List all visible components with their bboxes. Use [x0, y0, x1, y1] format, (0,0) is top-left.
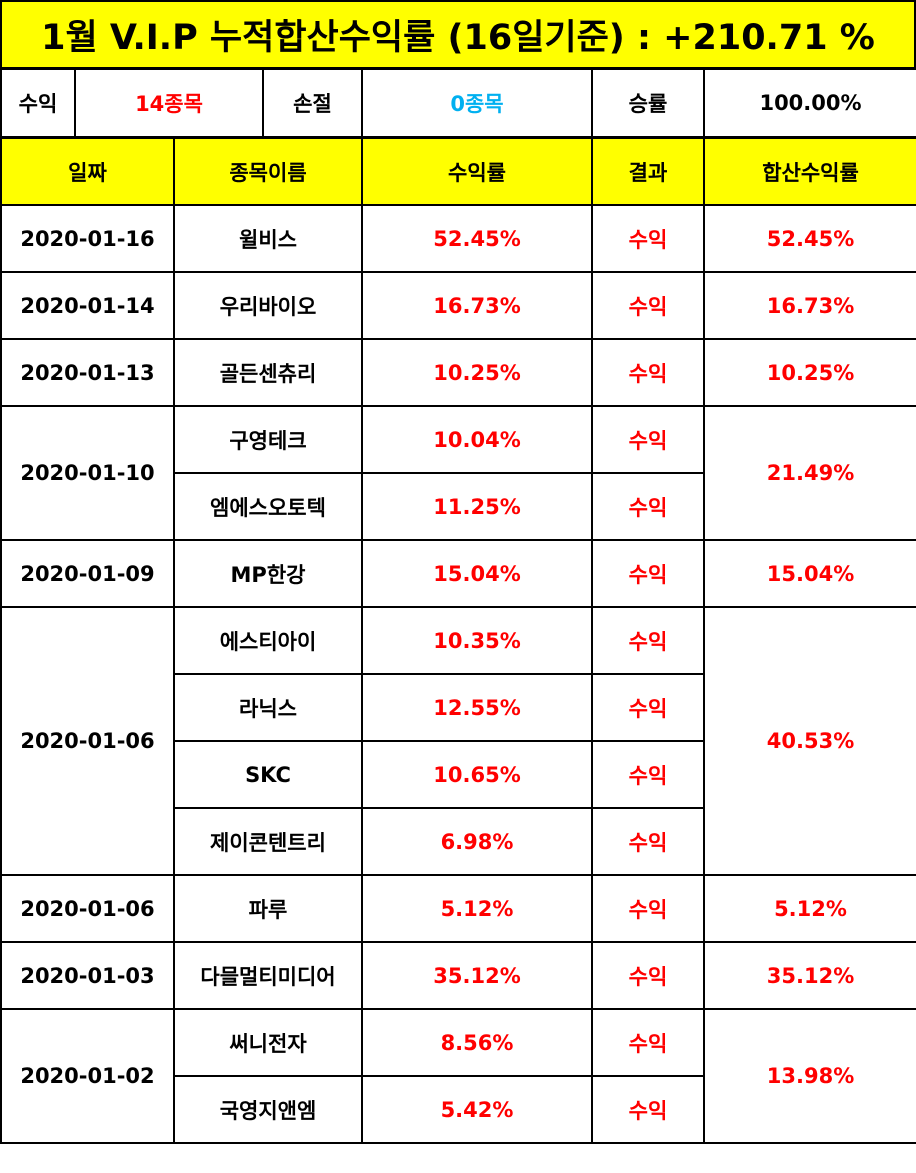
return-rate-cell: 5.42%	[361, 1075, 593, 1144]
combined-return-cell: 5.12%	[703, 874, 916, 943]
stock-name-cell: 골든센츄리	[173, 338, 363, 407]
win-rate-value: 100.00%	[703, 68, 916, 138]
stock-name-cell: 에스티아이	[173, 606, 363, 675]
stock-name-cell: 엠에스오토텍	[173, 472, 363, 541]
return-rate-cell: 6.98%	[361, 807, 593, 876]
table-row: 2020-01-06 파루 5.12% 수익 5.12%	[0, 874, 916, 943]
combined-return-cell: 13.98%	[703, 1008, 916, 1144]
stock-name-cell: SKC	[173, 740, 363, 809]
return-rate-cell: 16.73%	[361, 271, 593, 340]
combined-return-cell: 52.45%	[703, 204, 916, 273]
date-cell: 2020-01-06	[0, 874, 175, 943]
return-rate-cell: 15.04%	[361, 539, 593, 608]
table-row: 2020-01-13 골든센츄리 10.25% 수익 10.25%	[0, 338, 916, 407]
column-header-combined-return: 합산수익률	[703, 137, 916, 206]
profit-count-value: 14종목	[74, 68, 264, 138]
column-header-return-rate: 수익률	[361, 137, 593, 206]
result-cell: 수익	[591, 405, 705, 474]
stock-name-cell: 제이콘텐트리	[173, 807, 363, 876]
return-rate-cell: 11.25%	[361, 472, 593, 541]
stock-name-cell: 써니전자	[173, 1008, 363, 1077]
profit-count-label: 수익	[0, 68, 76, 138]
table-row: 제이콘텐트리 6.98% 수익	[1, 807, 916, 876]
stock-name-cell: 구영테크	[173, 405, 363, 474]
date-cell: 2020-01-14	[0, 271, 175, 340]
date-cell: 2020-01-16	[0, 204, 175, 273]
result-cell: 수익	[591, 941, 705, 1010]
column-header-stock-name: 종목이름	[173, 137, 363, 206]
stock-name-cell: MP한강	[173, 539, 363, 608]
report-title: 1월 V.I.P 누적합산수익률 (16일기준) : +210.71 %	[0, 0, 916, 69]
table-row: SKC 10.65% 수익	[1, 740, 916, 809]
table-row: 2020-01-10 구영테크 10.04% 수익 21.49%	[0, 405, 916, 541]
summary-row: 수익 14종목 손절 0종목 승률 100.00%	[0, 68, 916, 138]
result-cell: 수익	[591, 807, 705, 876]
combined-return-cell: 40.53%	[703, 606, 916, 876]
date-cell: 2020-01-13	[0, 338, 175, 407]
date-cell: 2020-01-09	[0, 539, 175, 608]
stock-name-cell: 우리바이오	[173, 271, 363, 340]
stock-name-cell: 윌비스	[173, 204, 363, 273]
result-cell: 수익	[591, 338, 705, 407]
table-row: 2020-01-03 다믈멀티미디어 35.12% 수익 35.12%	[0, 941, 916, 1010]
date-cell: 2020-01-10	[0, 405, 175, 541]
win-rate-label: 승률	[591, 68, 705, 138]
column-header-date: 일짜	[0, 137, 175, 206]
stock-name-cell: 파루	[173, 874, 363, 943]
result-cell: 수익	[591, 673, 705, 742]
combined-return-cell: 15.04%	[703, 539, 916, 608]
table-row: 2020-01-14 우리바이오 16.73% 수익 16.73%	[0, 271, 916, 340]
combined-return-cell: 10.25%	[703, 338, 916, 407]
result-cell: 수익	[591, 1008, 705, 1077]
result-cell: 수익	[591, 271, 705, 340]
return-rate-cell: 10.35%	[361, 606, 593, 675]
return-rate-cell: 10.04%	[361, 405, 593, 474]
date-cell: 2020-01-06	[0, 606, 175, 876]
result-cell: 수익	[591, 204, 705, 273]
column-header-result: 결과	[591, 137, 705, 206]
result-cell: 수익	[591, 874, 705, 943]
table-row: 엠에스오토텍 11.25% 수익	[1, 472, 916, 541]
return-rate-cell: 52.45%	[361, 204, 593, 273]
combined-return-cell: 35.12%	[703, 941, 916, 1010]
stock-name-cell: 국영지앤엠	[173, 1075, 363, 1144]
date-cell: 2020-01-03	[0, 941, 175, 1010]
stock-name-cell: 라닉스	[173, 673, 363, 742]
table-header-row: 일짜 종목이름 수익률 결과 합산수익률	[0, 137, 916, 206]
loss-count-label: 손절	[262, 68, 363, 138]
return-rate-cell: 8.56%	[361, 1008, 593, 1077]
return-rate-cell: 10.25%	[361, 338, 593, 407]
table-body: 2020-01-16 윌비스 52.45% 수익 52.45% 2020-01-14 우리바…	[0, 204, 916, 1144]
stock-name-cell: 다믈멀티미디어	[173, 941, 363, 1010]
return-rate-cell: 35.12%	[361, 941, 593, 1010]
table-row: 2020-01-16 윌비스 52.45% 수익 52.45%	[0, 204, 916, 273]
result-cell: 수익	[591, 539, 705, 608]
table-row: 2020-01-06 에스티아이 10.35% 수익 40.53%	[0, 606, 916, 876]
result-cell: 수익	[591, 472, 705, 541]
return-rate-cell: 12.55%	[361, 673, 593, 742]
combined-return-cell: 21.49%	[703, 405, 916, 541]
return-rate-cell: 5.12%	[361, 874, 593, 943]
table-row: 2020-01-02 써니전자 8.56% 수익 13.98%	[0, 1008, 916, 1144]
summary-table: 수익 14종목 손절 0종목 승률 100.00%	[0, 68, 916, 138]
loss-count-value: 0종목	[361, 68, 593, 138]
result-cell: 수익	[591, 740, 705, 809]
result-cell: 수익	[591, 606, 705, 675]
table-row: 2020-01-09 MP한강 15.04% 수익 15.04%	[0, 539, 916, 608]
date-cell: 2020-01-02	[0, 1008, 175, 1144]
stock-results-table: 일짜 종목이름 수익률 결과 합산수익률 2020-01-16 윌비스 52.45%…	[0, 137, 916, 1144]
table-row: 국영지앤엠 5.42% 수익	[1, 1075, 916, 1144]
table-row: 라닉스 12.55% 수익	[1, 673, 916, 742]
return-rate-cell: 10.65%	[361, 740, 593, 809]
result-cell: 수익	[591, 1075, 705, 1144]
combined-return-cell: 16.73%	[703, 271, 916, 340]
